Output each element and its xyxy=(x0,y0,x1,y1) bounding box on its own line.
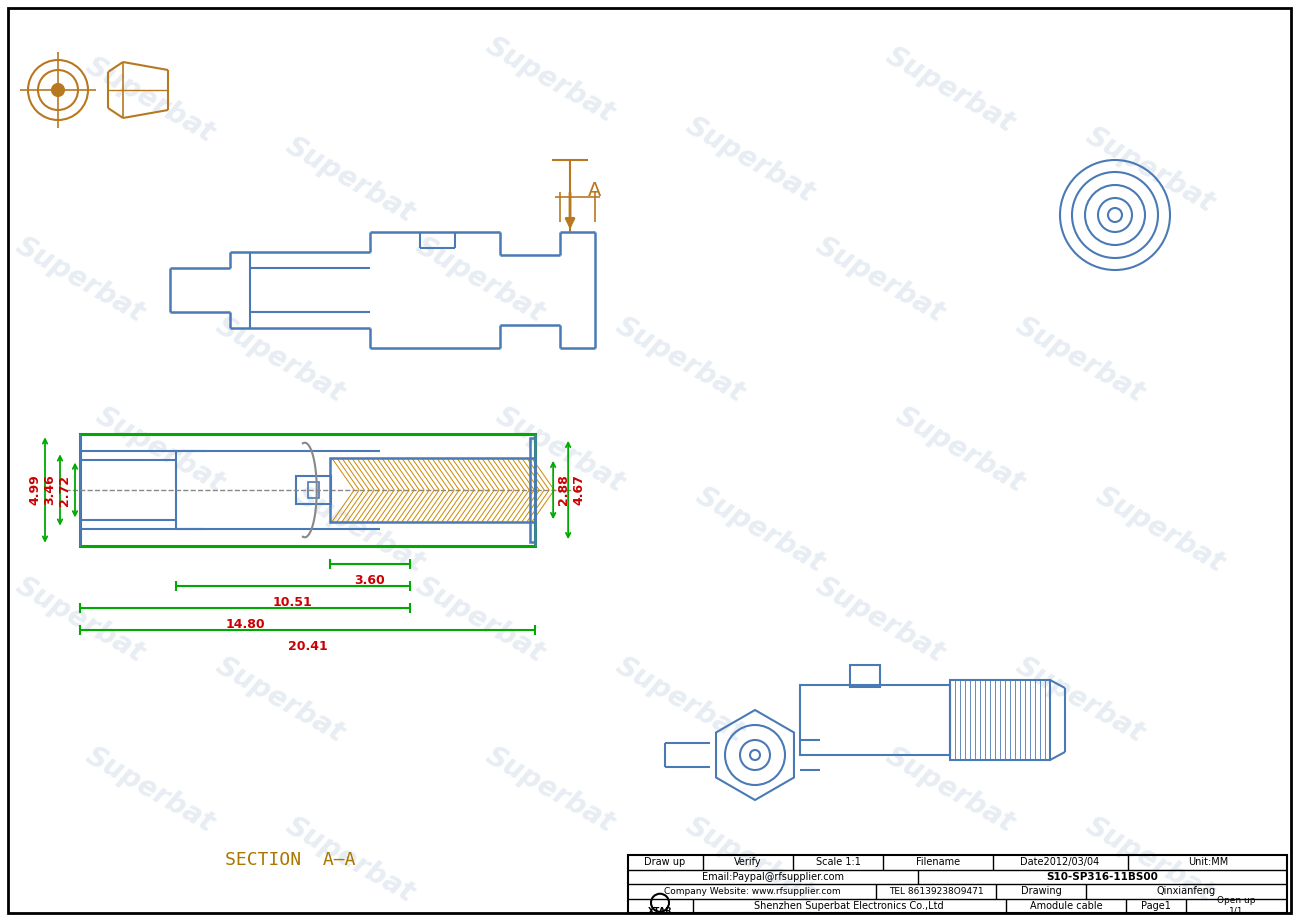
Text: Superbat: Superbat xyxy=(281,812,420,908)
Text: 2.72: 2.72 xyxy=(58,474,71,506)
Text: Superbat: Superbat xyxy=(281,132,420,228)
Text: Superbat: Superbat xyxy=(611,652,750,748)
Text: Superbat: Superbat xyxy=(881,742,1020,838)
Text: Superbat: Superbat xyxy=(10,232,149,328)
Text: 20.41: 20.41 xyxy=(287,640,327,653)
Text: Qinxianfeng: Qinxianfeng xyxy=(1156,886,1216,896)
Text: Drawing: Drawing xyxy=(1021,886,1061,896)
Text: Filename: Filename xyxy=(916,857,960,868)
Text: Superbat: Superbat xyxy=(691,482,829,578)
Text: Company Website: www.rfsupplier.com: Company Website: www.rfsupplier.com xyxy=(664,887,840,896)
Text: Superbat: Superbat xyxy=(410,572,549,668)
Text: Scale 1:1: Scale 1:1 xyxy=(816,857,860,868)
Text: Superbat: Superbat xyxy=(811,232,950,328)
Text: Superbat: Superbat xyxy=(1011,312,1150,408)
Text: Superbat: Superbat xyxy=(10,572,149,668)
Text: Superbat: Superbat xyxy=(210,652,349,748)
Text: Draw up: Draw up xyxy=(644,857,686,868)
Text: Amodule cable: Amodule cable xyxy=(1030,901,1103,911)
Text: SECTION  A—A: SECTION A—A xyxy=(225,851,355,869)
Text: Superbat: Superbat xyxy=(491,402,629,498)
Text: 2.88: 2.88 xyxy=(557,474,570,506)
Text: Superbat: Superbat xyxy=(681,812,820,908)
Text: Superbat: Superbat xyxy=(681,111,820,208)
Text: 4.67: 4.67 xyxy=(572,474,585,506)
Text: 3.46: 3.46 xyxy=(43,474,56,506)
Text: Superbat: Superbat xyxy=(210,312,349,408)
Text: Superbat: Superbat xyxy=(410,232,549,328)
Text: Page1: Page1 xyxy=(1141,901,1170,911)
Text: Superbat: Superbat xyxy=(881,41,1020,138)
Bar xyxy=(81,435,535,545)
Text: 14.80: 14.80 xyxy=(225,618,265,631)
Text: TEL 86139238O9471: TEL 86139238O9471 xyxy=(889,887,983,896)
Text: Superbat: Superbat xyxy=(81,742,220,838)
Text: Verify: Verify xyxy=(734,857,761,868)
Bar xyxy=(627,855,1287,913)
Text: S10-SP316-11BS00: S10-SP316-11BS00 xyxy=(1046,872,1157,881)
Bar xyxy=(330,458,535,522)
Text: Superbat: Superbat xyxy=(481,32,620,128)
Bar xyxy=(850,665,879,687)
Bar xyxy=(308,482,318,498)
Text: XTAR: XTAR xyxy=(648,907,673,916)
Text: Superbat: Superbat xyxy=(1081,122,1220,218)
Text: Superbat: Superbat xyxy=(611,312,750,408)
Text: Superbat: Superbat xyxy=(1081,812,1220,908)
Bar xyxy=(950,680,1050,760)
Text: A: A xyxy=(588,181,601,200)
Text: Superbat: Superbat xyxy=(81,52,220,148)
Text: Superbat: Superbat xyxy=(91,402,230,498)
Bar xyxy=(296,476,331,504)
Text: 3.60: 3.60 xyxy=(355,574,386,587)
Text: 4.99: 4.99 xyxy=(29,474,42,506)
Circle shape xyxy=(52,84,64,96)
Bar xyxy=(530,437,535,542)
Text: Superbat: Superbat xyxy=(811,572,950,668)
Text: Email:Paypal@rfsupplier.com: Email:Paypal@rfsupplier.com xyxy=(701,872,844,881)
Text: Unit:MM: Unit:MM xyxy=(1187,857,1228,868)
Text: Superbat: Superbat xyxy=(891,402,1029,498)
Text: Superbat: Superbat xyxy=(481,742,620,838)
Text: Open up
1/1: Open up 1/1 xyxy=(1217,896,1255,915)
Bar xyxy=(800,685,950,755)
Text: Shenzhen Superbat Electronics Co.,Ltd: Shenzhen Superbat Electronics Co.,Ltd xyxy=(755,901,944,911)
Text: Superbat: Superbat xyxy=(1011,652,1150,748)
Text: Date2012/03/04: Date2012/03/04 xyxy=(1021,857,1100,868)
Text: Superbat: Superbat xyxy=(291,482,430,578)
Text: Superbat: Superbat xyxy=(1091,482,1229,578)
Text: 10.51: 10.51 xyxy=(273,596,313,609)
